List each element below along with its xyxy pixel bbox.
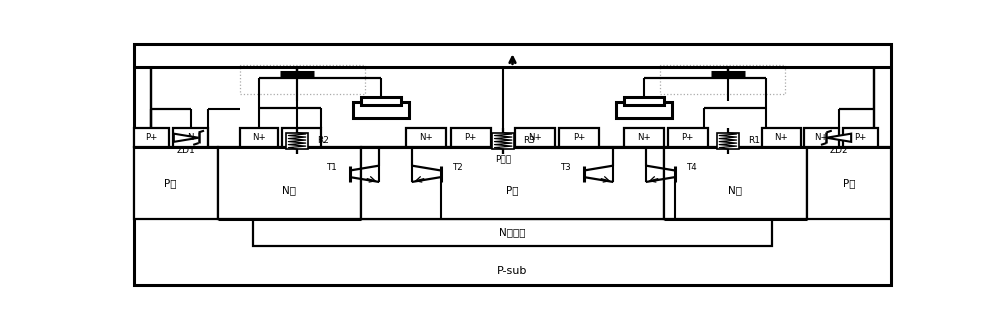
Text: N+: N+	[419, 133, 433, 142]
Text: P+: P+	[146, 133, 158, 142]
Text: ZD2: ZD2	[829, 146, 848, 155]
Text: T1: T1	[327, 163, 338, 172]
Bar	[134, 128, 169, 147]
Text: T4: T4	[687, 163, 698, 172]
Bar	[660, 65, 785, 94]
Text: N: N	[187, 133, 194, 142]
Bar	[253, 219, 772, 246]
Bar	[240, 128, 278, 147]
Bar	[361, 147, 664, 219]
Text: ZD1: ZD1	[177, 146, 196, 155]
Bar	[807, 147, 891, 219]
Bar	[515, 128, 555, 147]
Text: R3: R3	[523, 136, 535, 145]
Polygon shape	[174, 134, 199, 142]
Text: P+: P+	[854, 133, 866, 142]
Text: T2: T2	[453, 163, 464, 172]
Bar	[353, 103, 409, 118]
Text: P+: P+	[573, 133, 585, 142]
Bar	[668, 128, 708, 147]
Text: P阱: P阱	[164, 178, 176, 188]
Text: N+: N+	[637, 133, 651, 142]
Text: P-sub: P-sub	[497, 266, 528, 276]
Bar	[286, 132, 308, 149]
Text: N阱: N阱	[728, 186, 742, 196]
Text: N阱: N阱	[282, 186, 296, 196]
Bar	[406, 128, 446, 147]
Bar	[624, 128, 664, 147]
Bar	[624, 97, 664, 105]
Text: N型埋层: N型埋层	[499, 227, 526, 237]
Polygon shape	[826, 134, 851, 142]
Bar	[173, 128, 208, 147]
Bar	[134, 147, 218, 219]
Text: P掺杂: P掺杂	[495, 154, 511, 163]
Bar	[664, 147, 807, 219]
Bar	[282, 128, 321, 147]
Text: P阱: P阱	[506, 186, 519, 196]
Bar	[804, 128, 839, 147]
Text: N+: N+	[775, 133, 788, 142]
Bar	[492, 132, 514, 149]
Text: P+: P+	[681, 133, 694, 142]
Bar	[559, 128, 599, 147]
Bar	[361, 97, 401, 105]
Bar	[450, 128, 491, 147]
Text: N+: N+	[814, 133, 828, 142]
Text: T3: T3	[561, 163, 572, 172]
Text: R2: R2	[317, 136, 329, 145]
Text: P+: P+	[296, 133, 308, 142]
Bar	[240, 65, 365, 94]
Bar	[843, 128, 878, 147]
Text: N+: N+	[528, 133, 542, 142]
Bar	[762, 128, 801, 147]
Text: R1: R1	[748, 136, 760, 145]
Text: N+: N+	[252, 133, 266, 142]
Text: P阱: P阱	[843, 178, 856, 188]
Bar	[616, 103, 672, 118]
Bar	[717, 132, 739, 149]
Bar	[218, 147, 361, 219]
Text: P+: P+	[464, 133, 477, 142]
